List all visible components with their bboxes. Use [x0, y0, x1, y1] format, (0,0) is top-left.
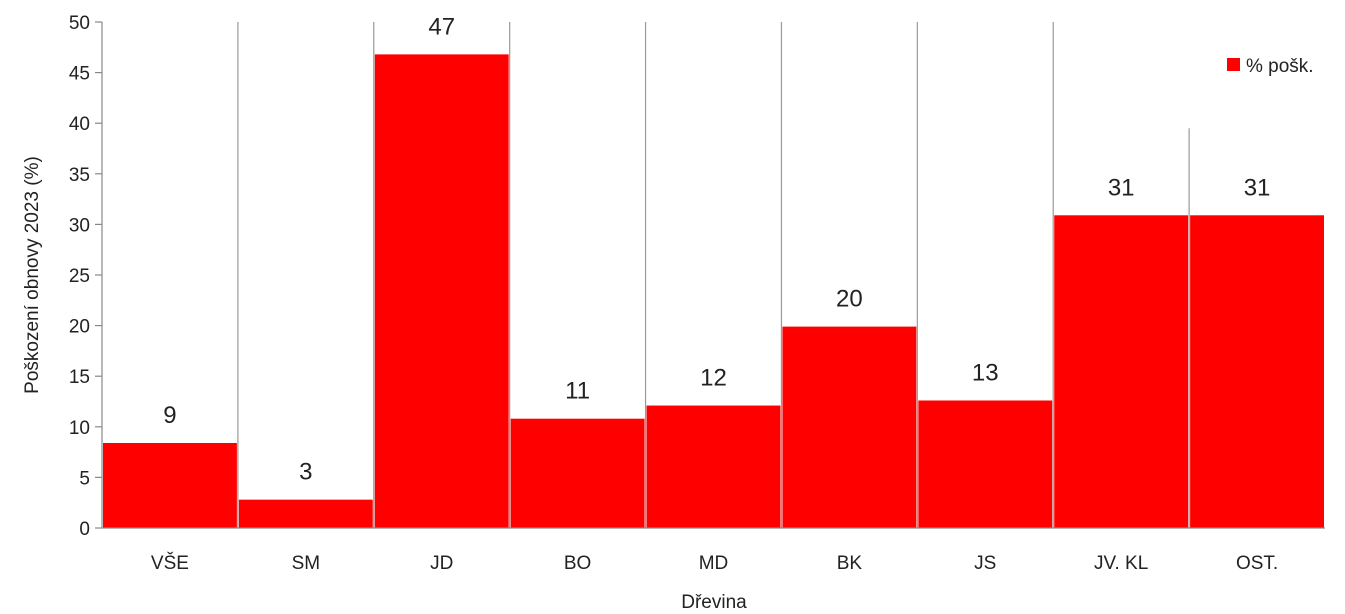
- x-tick-label: JS: [974, 553, 996, 574]
- bar: [103, 442, 237, 528]
- bar-value-label: 9: [163, 402, 176, 429]
- bar: [646, 405, 781, 528]
- bar: [918, 400, 1053, 528]
- legend-label: % pošk.: [1246, 56, 1314, 77]
- bar-value-label: 20: [836, 286, 863, 313]
- x-tick-label: BO: [564, 553, 591, 574]
- y-tick-label: 15: [69, 367, 90, 388]
- y-axis-title: Poškození obnovy 2023 (%): [22, 156, 43, 394]
- x-tick-label: JD: [430, 553, 453, 574]
- bar-value-label: 31: [1244, 174, 1271, 201]
- bar-value-label: 31: [1108, 174, 1135, 201]
- y-axis: 0 5 10 15 20 25 30 35 40 45 50: [69, 13, 103, 540]
- bar: [782, 326, 917, 528]
- bar: [1054, 215, 1189, 529]
- x-axis-title: Dřevina: [681, 592, 747, 613]
- y-tick-label: 35: [69, 165, 90, 186]
- bar: [374, 54, 509, 528]
- y-tick-label: 30: [69, 215, 90, 236]
- category-separators: [237, 22, 1190, 528]
- y-tick-label: 0: [79, 519, 90, 540]
- x-tick-label: MD: [699, 553, 729, 574]
- y-tick-label: 50: [69, 13, 90, 34]
- data-labels: 9 3 47 11 12 20 13 31 31: [163, 13, 1270, 485]
- legend-swatch: [1227, 58, 1240, 71]
- bar: [238, 499, 373, 528]
- x-tick-label: VŠE: [151, 552, 189, 574]
- y-tick-label: 10: [69, 418, 90, 439]
- bar-value-label: 11: [565, 378, 590, 405]
- x-tick-label: SM: [292, 553, 321, 574]
- bar-value-label: 13: [972, 359, 999, 386]
- x-axis: VŠE SM JD BO MD BK JS JV. KL OST.: [102, 527, 1325, 574]
- bar: [510, 418, 645, 528]
- y-tick-label: 5: [79, 468, 90, 489]
- bars: [103, 54, 1324, 529]
- y-tick-label: 40: [69, 114, 90, 135]
- y-tick-label: 45: [69, 64, 90, 85]
- x-tick-label: BK: [837, 553, 863, 574]
- y-tick-label: 25: [69, 266, 90, 287]
- bar-value-label: 3: [299, 459, 312, 486]
- bar-value-label: 12: [700, 365, 727, 392]
- x-tick-label: OST.: [1236, 553, 1278, 574]
- legend: % pošk.: [1227, 56, 1314, 77]
- bar-value-label: 47: [428, 13, 455, 40]
- bar: [1190, 215, 1324, 529]
- y-tick-label: 20: [69, 317, 90, 338]
- x-tick-label: JV. KL: [1094, 553, 1148, 574]
